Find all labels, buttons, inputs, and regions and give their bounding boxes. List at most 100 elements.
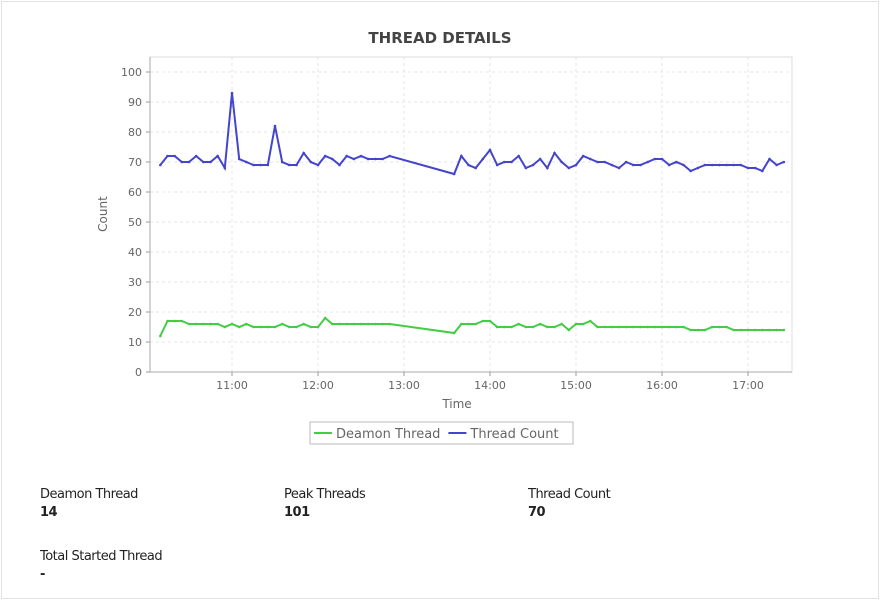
thread-count-point [452,172,456,176]
thread-count-point [166,154,169,158]
thread-count-point [252,163,255,167]
x-axis-label: Time [441,397,471,411]
deamon-thread-point [166,319,169,323]
deamon-thread-point [503,325,506,329]
thread-count-point [366,157,370,161]
deamon-thread-point [761,328,764,332]
thread-count-point [617,166,621,170]
stat-total-started-thread: Total Started Thread - [40,549,163,582]
x-tick-label: 13:00 [388,379,420,392]
thread-count-point [596,160,599,164]
y-tick-label: 70 [128,156,142,169]
deamon-thread-point [603,325,606,329]
thread-count-point [567,166,571,170]
y-tick-label: 80 [128,126,142,139]
thread-count-point [331,157,334,161]
deamon-thread-point [159,334,162,338]
deamon-thread-point [632,325,635,329]
legend [309,421,574,445]
thread-count-point [288,163,291,167]
thread-count-point [280,160,284,164]
deamon-thread-point [646,325,649,329]
deamon-thread-point [302,322,305,326]
deamon-thread-point [653,325,657,329]
thread-count-point [510,160,513,164]
thread-count-point [696,166,700,170]
deamon-thread-point [746,328,750,332]
stat-value: 101 [284,505,310,520]
thread-count-point [474,166,477,170]
deamon-thread-point [581,322,585,326]
thread-count-point [223,166,227,170]
thread-count-point [273,124,277,128]
deamon-thread-point [237,325,241,329]
y-tick-label: 100 [121,66,142,79]
thread-count-point [173,154,176,158]
deamon-thread-point [295,325,298,329]
thread-count-point [546,166,549,170]
deamon-thread-point [338,322,341,326]
thread-count-point [495,163,499,167]
deamon-thread-point [352,322,356,326]
thread-count-point [667,163,671,167]
x-tick-label: 14:00 [474,379,506,392]
thread-count-point [732,163,735,167]
stat-label: Deamon Thread [40,487,138,502]
deamon-thread-point [467,322,470,326]
deamon-thread-point [739,328,743,332]
x-tick-label: 11:00 [216,379,248,392]
thread-count-point [488,148,492,152]
deamon-thread-point [381,322,384,326]
deamon-thread-point [689,328,692,332]
thread-count-point [316,163,320,167]
deamon-thread-point [546,325,549,329]
thread-count-point [589,157,592,161]
thread-count-point [374,157,377,161]
thread-count-point [309,160,313,164]
thread-count-point [531,163,535,167]
deamon-thread-point [180,319,184,323]
x-tick-label: 15:00 [560,379,592,392]
thread-count-point [345,154,348,158]
thread-count-point [775,163,778,167]
thread-count-point [703,163,707,167]
deamon-thread-point [610,325,614,329]
thread-count-point [768,157,771,161]
deamon-thread-point [230,322,234,326]
deamon-thread-point [374,322,377,326]
legend-label-thread-count: Thread Count [469,427,558,442]
deamon-thread-point [531,325,535,329]
deamon-thread-point [252,325,255,329]
deamon-thread-point [589,319,592,323]
thread-count-point [718,163,721,167]
x-tick-label: 16:00 [646,379,678,392]
deamon-thread-point [216,322,219,326]
y-axis-label: Count [96,196,110,232]
deamon-thread-point [596,325,599,329]
chart-title: THREAD DETAILS [368,29,512,47]
deamon-thread-point [202,322,205,326]
thread-count-point [237,157,241,161]
thread-count-point [259,163,262,167]
deamon-thread-point [768,328,771,332]
deamon-thread-point [359,322,363,326]
thread-count-point [610,163,614,167]
x-tick-label: 17:00 [732,379,764,392]
thread-count-point [603,160,606,164]
thread-count-point [710,163,714,167]
thread-count-point [560,160,563,164]
thread-count-point [230,91,234,95]
thread-count-point [302,151,305,155]
deamon-thread-point [660,325,664,329]
thread-count-point [746,166,750,170]
deamon-thread-point [574,322,578,326]
deamon-thread-point [524,325,528,329]
deamon-thread-point [173,319,176,323]
thread-count-point [388,154,391,158]
thread-count-point [338,163,341,167]
thread-count-point [180,160,184,164]
deamon-thread-point [323,316,327,320]
thread-count-point [517,154,520,158]
thread-count-point [245,160,248,164]
